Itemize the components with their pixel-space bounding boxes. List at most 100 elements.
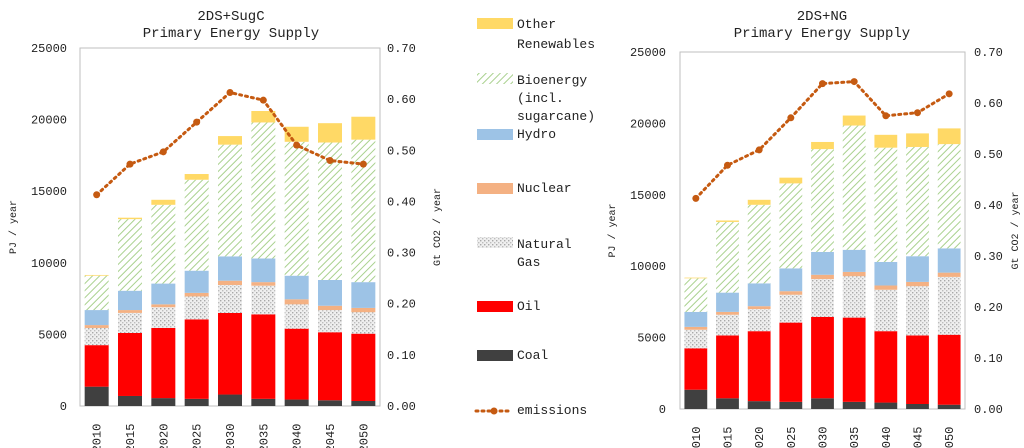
bar-nuclear-2035: [842, 271, 866, 277]
bar-hydro-2015: [118, 290, 142, 311]
bar-natural-gas-2015: [118, 312, 142, 333]
legend-label: sugarcane): [517, 109, 595, 124]
x-tick-label: 2020: [753, 427, 767, 448]
y2-tick-label: 0.40: [387, 195, 416, 209]
bar-hydro-2015: [716, 292, 739, 312]
bar-bioenergy-incl-sugarcane-2050: [937, 144, 961, 249]
bar-other-renewables-2025: [184, 174, 209, 180]
bar-nuclear-2015: [118, 310, 142, 313]
y2-tick-label: 0.30: [974, 250, 1003, 264]
bar-coal-2020: [747, 401, 771, 409]
legend-swatch-hydro: [477, 129, 513, 140]
bar-oil-2020: [747, 331, 771, 402]
y2-tick-label: 0.20: [974, 301, 1003, 315]
bar-coal-2030: [811, 398, 834, 409]
bar-hydro-2045: [906, 256, 929, 282]
bar-bioenergy-incl-sugarcane-2020: [151, 204, 176, 284]
bar-bioenergy-incl-sugarcane-2015: [716, 221, 739, 293]
x-tick-label: 2025: [785, 427, 799, 448]
bar-oil-2035: [251, 314, 276, 399]
bar-oil-2040: [284, 328, 309, 400]
y-axis-label: PJ / year: [607, 203, 619, 257]
bar-other-renewables-2050: [351, 116, 376, 140]
emissions-point: [914, 109, 921, 117]
emissions-point: [819, 80, 826, 88]
bar-nuclear-2020: [747, 306, 771, 310]
bar-coal-2010: [84, 386, 109, 406]
bar-nuclear-2035: [251, 282, 276, 286]
bar-other-renewables-2050: [937, 128, 961, 145]
x-tick-label: 2010: [91, 424, 105, 448]
bar-coal-2030: [218, 394, 242, 406]
chart-title: 2DS+SugC: [197, 9, 264, 25]
emissions-point: [193, 118, 201, 126]
legend-label: Hydro: [517, 127, 556, 142]
bar-nuclear-2050: [351, 307, 376, 313]
bar-bioenergy-incl-sugarcane-2040: [284, 141, 309, 276]
bar-other-renewables-2010: [684, 277, 708, 279]
legend-swatch-oil: [477, 301, 513, 312]
bar-natural-gas-2025: [779, 294, 803, 323]
bar-nuclear-2030: [811, 274, 834, 280]
bar-hydro-2010: [84, 310, 109, 326]
bar-nuclear-2050: [937, 272, 961, 277]
bar-nuclear-2010: [84, 325, 109, 328]
bar-oil-2050: [937, 334, 961, 405]
bar-bioenergy-incl-sugarcane-2025: [184, 179, 209, 271]
bar-nuclear-2040: [284, 299, 309, 305]
bar-coal-2050: [937, 404, 961, 409]
bar-other-renewables-2030: [811, 141, 834, 150]
emissions-point: [724, 161, 731, 169]
bar-other-renewables-2015: [118, 217, 142, 220]
x-tick-label: 2040: [880, 427, 894, 448]
emissions-point: [126, 160, 134, 168]
x-tick-label: 2045: [912, 427, 926, 448]
bar-nuclear-2045: [318, 305, 342, 311]
bar-nuclear-2040: [874, 285, 898, 290]
bar-bioenergy-incl-sugarcane-2010: [84, 275, 109, 311]
bar-hydro-2040: [284, 275, 309, 300]
bar-bioenergy-incl-sugarcane-2025: [779, 183, 803, 269]
x-tick-label: 2025: [191, 424, 205, 448]
bar-natural-gas-2020: [747, 309, 771, 332]
legend-label: Renewables: [517, 37, 595, 52]
x-tick-label: 2015: [124, 424, 138, 448]
bar-oil-2050: [351, 333, 376, 401]
bar-coal-2045: [906, 404, 929, 409]
x-tick-label: 2015: [722, 427, 736, 448]
emissions-point: [692, 194, 700, 202]
bar-natural-gas-2050: [351, 312, 376, 334]
y2-tick-label: 0.60: [387, 93, 416, 107]
bar-bioenergy-incl-sugarcane-2010: [684, 278, 708, 312]
bar-other-renewables-2025: [779, 177, 803, 184]
bar-oil-2025: [184, 319, 209, 399]
bar-oil-2030: [218, 312, 242, 395]
chart-subtitle: Primary Energy Supply: [143, 26, 319, 42]
y2-tick-label: 0.70: [387, 42, 416, 56]
bar-natural-gas-2045: [906, 286, 929, 336]
y-tick-label: 20000: [31, 114, 67, 128]
x-tick-label: 2035: [257, 424, 271, 448]
bar-coal-2025: [184, 398, 209, 406]
bar-coal-2010: [684, 389, 708, 409]
bar-natural-gas-2040: [284, 304, 309, 329]
legend-swatch-bioenergy-incl-sugarcane: [477, 73, 513, 84]
bar-other-renewables-2045: [906, 133, 929, 147]
y2-axis-label: Gt CO2 / year: [1010, 191, 1022, 269]
x-tick-label: 2050: [943, 427, 957, 448]
bar-hydro-2040: [874, 261, 898, 286]
bar-bioenergy-incl-sugarcane-2030: [811, 149, 834, 252]
y-tick-label: 15000: [31, 185, 67, 199]
y2-tick-label: 0.00: [387, 400, 416, 414]
chart-title: 2DS+NG: [797, 9, 847, 25]
bar-oil-2030: [811, 316, 834, 399]
y2-tick-label: 0.30: [387, 247, 416, 261]
bar-bioenergy-incl-sugarcane-2040: [874, 147, 898, 262]
chart-subtitle: Primary Energy Supply: [734, 26, 910, 42]
bar-other-renewables-2020: [747, 199, 771, 205]
emissions-point: [93, 191, 101, 199]
bar-hydro-2050: [351, 282, 376, 308]
